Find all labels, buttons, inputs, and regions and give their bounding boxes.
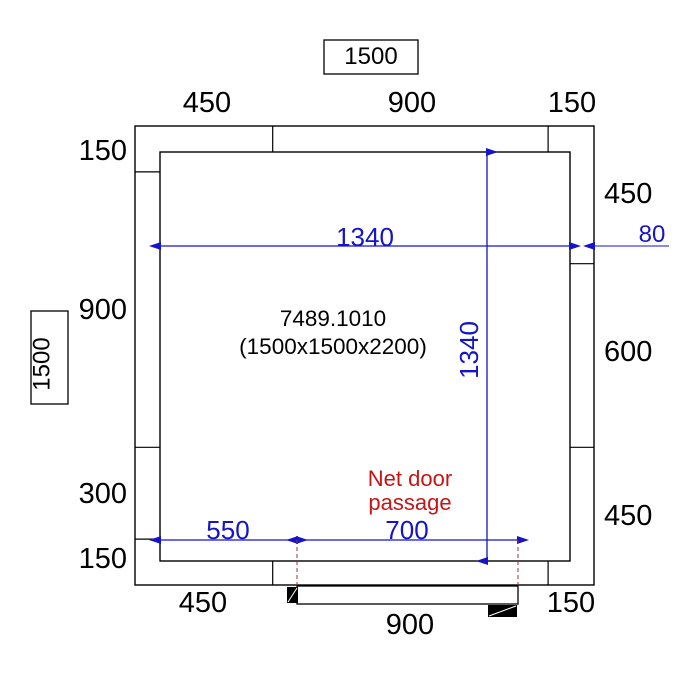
svg-text:450: 450 <box>604 500 652 532</box>
svg-text:7489.1010: 7489.1010 <box>280 306 386 331</box>
svg-text:900: 900 <box>388 87 436 119</box>
svg-text:passage: passage <box>368 490 451 515</box>
svg-text:80: 80 <box>639 221 666 248</box>
svg-text:450: 450 <box>604 178 652 210</box>
svg-text:1340: 1340 <box>336 222 394 252</box>
svg-text:150: 150 <box>548 87 596 119</box>
svg-text:1500: 1500 <box>344 43 397 70</box>
svg-text:450: 450 <box>183 87 231 119</box>
svg-text:450: 450 <box>179 587 227 619</box>
svg-text:900: 900 <box>79 294 127 326</box>
svg-text:1340: 1340 <box>454 321 484 379</box>
svg-text:900: 900 <box>386 609 434 641</box>
svg-text:150: 150 <box>547 587 595 619</box>
svg-text:150: 150 <box>79 543 127 575</box>
svg-text:600: 600 <box>604 336 652 368</box>
svg-text:Net door: Net door <box>368 466 452 491</box>
svg-text:150: 150 <box>79 135 127 167</box>
svg-text:1500: 1500 <box>29 337 56 390</box>
svg-text:700: 700 <box>385 515 428 545</box>
svg-text:(1500x1500x2200): (1500x1500x2200) <box>239 334 427 359</box>
svg-text:300: 300 <box>79 478 127 510</box>
svg-text:550: 550 <box>206 515 249 545</box>
